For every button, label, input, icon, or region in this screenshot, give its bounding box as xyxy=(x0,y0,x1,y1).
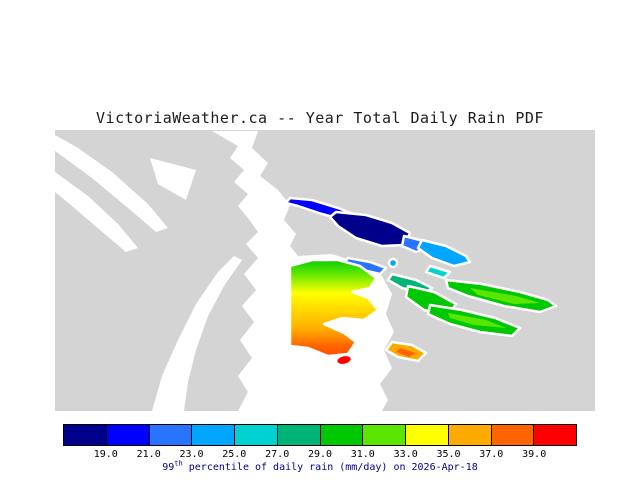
colorbar-segment xyxy=(319,424,364,446)
colorbar-tick-label: 37.0 xyxy=(479,449,504,460)
nw-inlet-band-2 xyxy=(55,172,138,252)
mid-islet-cyan xyxy=(424,264,452,280)
red-islet xyxy=(334,353,354,367)
colorbar-tick-label: 21.0 xyxy=(136,449,161,460)
colorbar-segment xyxy=(490,424,535,446)
caption-prefix: 99 xyxy=(162,462,175,473)
colorbar-tick-label: 29.0 xyxy=(307,449,333,460)
cluster-dot xyxy=(387,257,399,269)
colorbar-tick-label: 23.0 xyxy=(179,449,204,460)
orange-islet-core xyxy=(396,348,416,357)
chart-title: VictoriaWeather.ca -- Year Total Daily R… xyxy=(96,109,544,127)
colorbar-segment xyxy=(405,424,449,446)
colorbar-segment xyxy=(63,424,107,446)
colorbar-segment xyxy=(105,424,150,446)
east-island-1-core xyxy=(470,288,540,304)
colorbar-tick-label: 31.0 xyxy=(350,449,375,460)
colorbar-tick-label: 25.0 xyxy=(222,449,247,460)
colorbar-tick-label: 19.0 xyxy=(93,449,118,460)
north-chain-core xyxy=(328,210,412,248)
nw-inlet-band-1 xyxy=(55,135,168,232)
colorbar-tick-label: 33.0 xyxy=(393,449,418,460)
caption-superscript: th xyxy=(174,459,183,468)
colorbar-segment xyxy=(276,424,321,446)
southwest-channel xyxy=(152,256,242,411)
colorbar-caption: 99th percentile of daily rain (mm/day) o… xyxy=(0,459,640,473)
caption-rest: percentile of daily rain (mm/day) on 202… xyxy=(182,462,478,473)
colorbar xyxy=(63,424,577,446)
colorbar-segment xyxy=(533,424,577,446)
colorbar-tick-label: 35.0 xyxy=(436,449,461,460)
colorbar-segment xyxy=(447,424,492,446)
white-islet xyxy=(150,158,196,200)
colorbar-tick-label: 39.0 xyxy=(522,449,547,460)
colorbar-ticks: 19.0 21.0 23.0 25.0 27.0 29.0 31.0 33.0 35.0 37.0… xyxy=(63,449,577,461)
colorbar-segment xyxy=(362,424,406,446)
colorbar-segment xyxy=(191,424,235,446)
colorbar-segment xyxy=(234,424,278,446)
mid-island-blue xyxy=(416,238,472,268)
colorbar-tick-label: 27.0 xyxy=(265,449,290,460)
peninsula-gradient-region xyxy=(288,258,380,358)
east-island-2-core xyxy=(448,313,506,328)
colorbar-segment xyxy=(148,424,193,446)
